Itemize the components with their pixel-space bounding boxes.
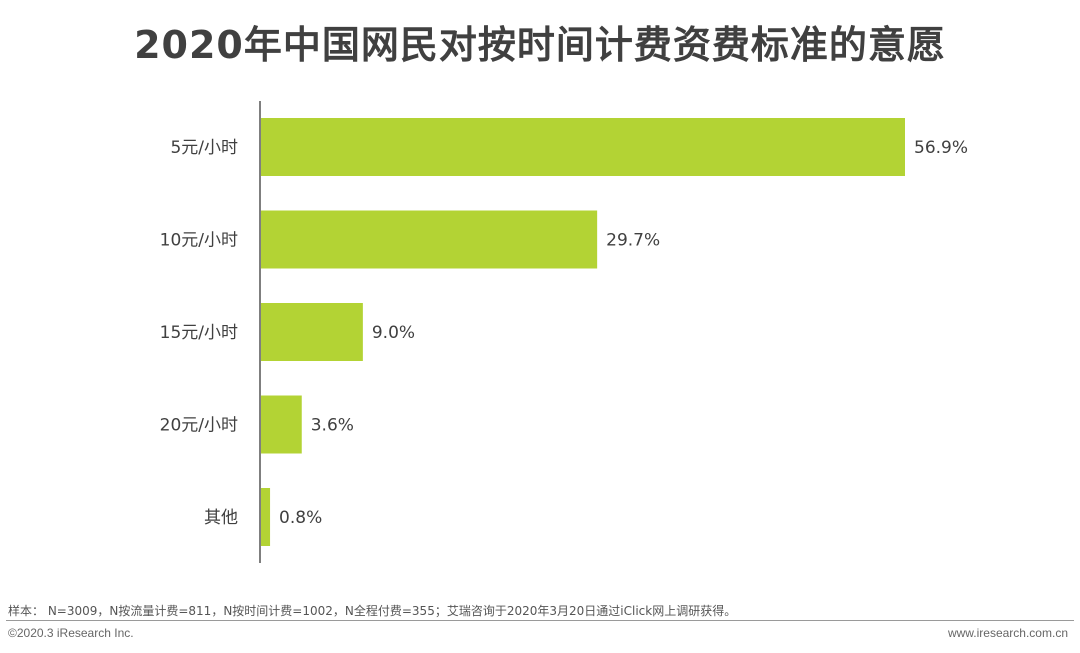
- category-label: 10元/小时: [160, 231, 238, 251]
- chart-title: 2020年中国网民对按时间计费资费标准的意愿: [134, 23, 946, 67]
- bar: [261, 488, 271, 546]
- category-label: 20元/小时: [160, 416, 238, 436]
- bar-chart: 5元/小时 56.9% 10元/小时 29.7% 15元/小时 9.0% 20元/小时 3.6…: [160, 101, 968, 563]
- bar: [261, 395, 302, 454]
- value-label: 29.7%: [606, 231, 660, 251]
- value-label: 9.0%: [372, 323, 415, 343]
- value-label: 0.8%: [279, 508, 322, 528]
- value-label: 3.6%: [311, 416, 354, 436]
- bar: [261, 118, 905, 176]
- bar: [261, 303, 363, 361]
- footer-divider: [6, 620, 1074, 621]
- category-label: 5元/小时: [170, 138, 238, 158]
- category-label: 其他: [204, 508, 238, 528]
- copyright-text: ©2020.3 iResearch Inc.: [8, 626, 134, 640]
- bar: [261, 210, 598, 269]
- value-label: 56.9%: [914, 138, 968, 158]
- website-link[interactable]: www.iresearch.com.cn: [947, 626, 1068, 640]
- category-label: 15元/小时: [160, 323, 238, 343]
- sample-note: 样本： N=3009，N按流量计费=811，N按时间计费=1002，N全程付费=…: [8, 604, 737, 618]
